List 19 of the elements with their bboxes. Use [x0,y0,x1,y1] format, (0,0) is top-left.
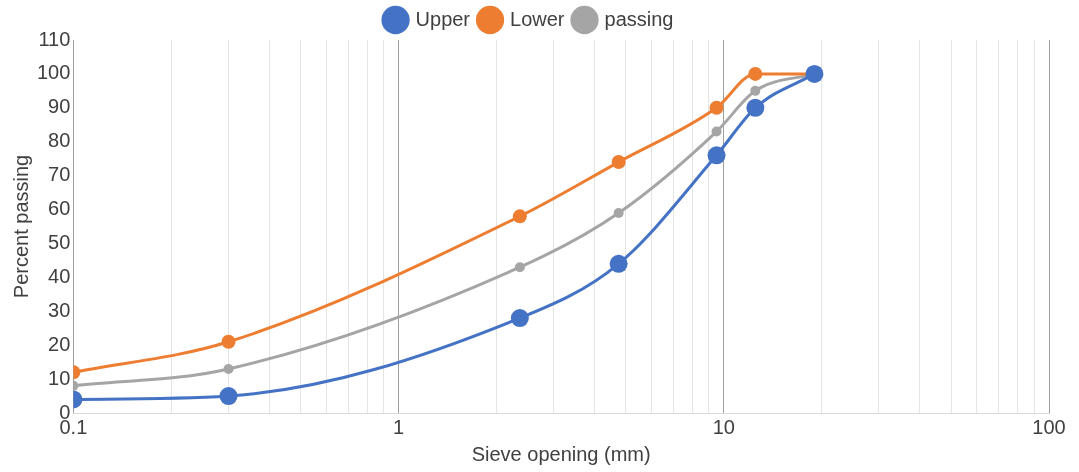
y-tick-label: 40 [48,264,71,287]
y-axis-title: Percent passing [9,154,32,299]
y-tick-label: 10 [48,366,71,389]
legend-label: Lower [510,7,565,30]
y-tick-label: 90 [48,95,71,118]
y-tick-label: 30 [48,298,71,321]
x-tick-label: 100 [1032,415,1066,438]
legend-label: passing [604,7,674,30]
y-tick-label: 70 [48,163,71,186]
y-tick-label: 50 [48,230,71,253]
y-tick-label: 100 [36,61,71,84]
y-tick-label: 60 [48,197,71,220]
legend-label: Upper [415,7,471,30]
x-tick-label: 10 [712,415,735,438]
y-tick-label: 80 [48,129,71,152]
x-axis-title: Sieve opening (mm) [471,442,651,465]
y-tick-label: 20 [48,332,71,355]
x-tick-label: 1 [393,415,405,438]
y-tick-label: 110 [38,27,71,50]
